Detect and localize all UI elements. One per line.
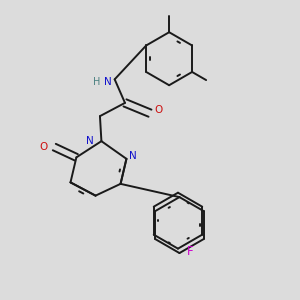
Text: F: F [187,245,194,258]
Text: N: N [86,136,94,146]
Text: N: N [129,152,137,161]
Text: O: O [154,105,163,115]
Text: H: H [93,77,100,87]
Text: N: N [104,77,112,87]
Text: O: O [40,142,48,152]
